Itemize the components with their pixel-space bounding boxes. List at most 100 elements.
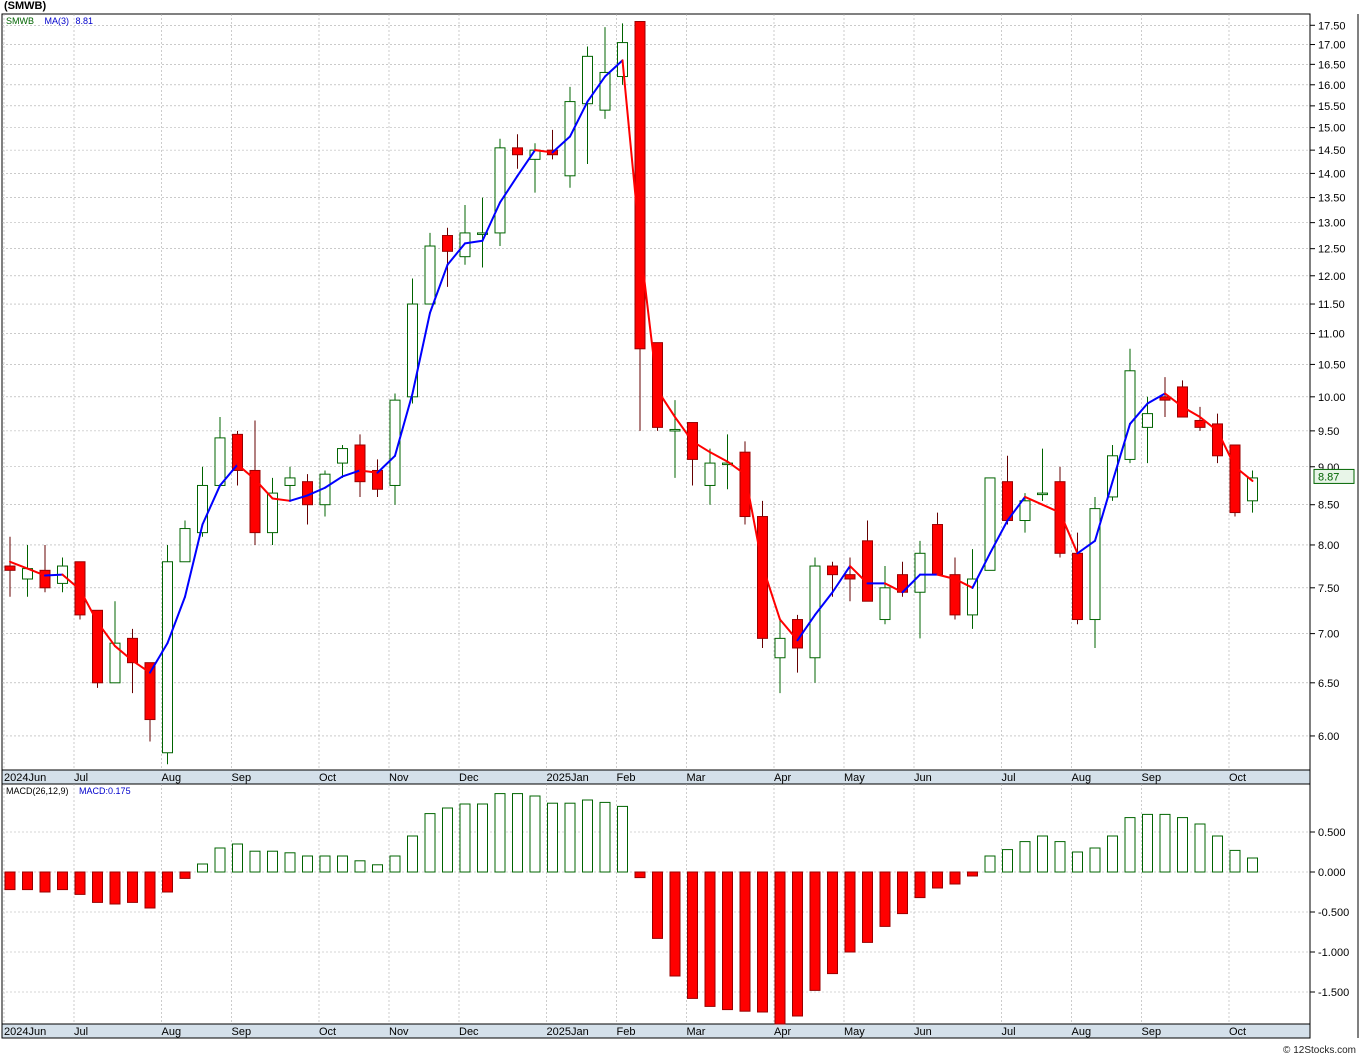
candle-body: [477, 232, 488, 235]
ma3-segment: [954, 578, 974, 589]
candle-body: [844, 574, 856, 580]
candle: [757, 500, 768, 648]
candle-body: [634, 21, 646, 350]
date-axis-label-bottom: 2025Jan: [547, 1026, 589, 1038]
candle-body: [372, 469, 383, 490]
candle-body: [949, 574, 961, 616]
date-axis-label-bottom: Dec: [459, 1026, 479, 1038]
ma3-segment: [201, 484, 221, 526]
legend-macd-label: MACD(26,12,9): [6, 786, 69, 796]
ma3-segment: [1146, 392, 1166, 405]
macd-bar-negative: [949, 871, 961, 885]
ma3-segment: [236, 463, 256, 481]
candle-body: [669, 428, 681, 432]
ma3-segment: [604, 59, 624, 78]
macd-bar-negative: [897, 871, 908, 915]
date-axis-label-bottom: Apr: [774, 1026, 791, 1038]
candle: [967, 549, 978, 629]
macd-bar-negative: [687, 871, 698, 999]
macd-bar-positive: [1159, 813, 1171, 873]
date-axis-label-top: May: [844, 772, 865, 784]
ma3-segment: [621, 59, 641, 245]
candle-body: [284, 477, 296, 486]
candle-body: [512, 147, 523, 156]
candle-body: [179, 528, 191, 563]
candle: [109, 601, 121, 684]
ma3-segment: [516, 149, 536, 177]
price-tick-label: 12.50: [1318, 244, 1346, 256]
price-tick-label: 6.00: [1318, 731, 1339, 743]
candle: [1247, 470, 1258, 513]
macd-bar-positive: [284, 852, 296, 873]
ma3-segment: [394, 392, 414, 457]
macd-bar-positive: [319, 855, 331, 873]
legend-ma-value: 8.81: [75, 16, 94, 26]
candle: [914, 540, 926, 639]
date-axis-label-bottom: 2024Jun: [4, 1026, 46, 1038]
macd-bar-positive: [1089, 847, 1101, 873]
ma3-segment: [114, 645, 134, 662]
candle-body: [424, 245, 436, 305]
macd-tick-label: -1.500: [1318, 987, 1349, 999]
candle-body: [879, 587, 891, 621]
macd-bar-positive: [512, 793, 523, 873]
date-axis-label-top: Jul: [74, 772, 88, 784]
price-tick-label: 10.00: [1318, 392, 1346, 404]
candle: [267, 477, 278, 545]
candle-body: [144, 662, 156, 721]
candle: [739, 441, 751, 525]
candle-body: [127, 637, 138, 664]
candle-body: [197, 484, 208, 534]
candle: [582, 46, 593, 165]
candle: [984, 477, 996, 571]
price-tick-label: 13.00: [1318, 218, 1346, 230]
date-axis-label-top: Oct: [319, 772, 336, 784]
date-axis-label-bottom: Sep: [1142, 1026, 1162, 1038]
ma3-segment: [446, 242, 466, 266]
candle: [284, 466, 296, 501]
candle: [1177, 380, 1188, 418]
ma3-segment: [429, 263, 449, 314]
price-tick-label: 16.50: [1318, 59, 1346, 71]
date-axis-label-bottom: Aug: [1072, 1026, 1092, 1038]
ma3-segment: [131, 659, 151, 674]
macd-bar-positive: [582, 799, 593, 873]
ma3-segment: [184, 523, 204, 598]
ma3-segment: [61, 573, 81, 591]
ma3-segment: [971, 552, 991, 589]
candle: [1107, 444, 1118, 501]
date-axis-label-top: Sep: [1142, 772, 1162, 784]
candle: [1019, 493, 1031, 533]
candle: [39, 544, 51, 593]
candle: [477, 197, 488, 268]
macd-bar-positive: [372, 864, 383, 873]
ma3-segment: [289, 494, 309, 502]
ma3-segment: [1059, 511, 1079, 555]
candle: [442, 227, 453, 287]
ma3-segment: [761, 565, 781, 621]
ma3-segment: [219, 463, 239, 487]
candle: [4, 536, 16, 597]
date-axis-label-top: 2025Jan: [547, 772, 589, 784]
candle: [844, 557, 856, 602]
ma3-layer: [9, 59, 1254, 674]
ma3-segment: [44, 573, 64, 577]
date-axis-label-bottom: Mar: [687, 1026, 706, 1038]
candle-body: [809, 565, 821, 659]
macd-bar-positive: [197, 863, 208, 873]
macd-bar-positive: [249, 850, 261, 873]
candle: [162, 544, 173, 765]
date-axis-label-bottom: Oct: [319, 1026, 336, 1038]
ma3-segment: [796, 613, 816, 642]
price-tick-label: 7.50: [1318, 583, 1339, 595]
price-tick-label: 15.00: [1318, 123, 1346, 135]
macd-bar-positive: [267, 850, 278, 873]
date-axis-label-top: Jul: [1002, 772, 1016, 784]
ma3-segment: [1111, 422, 1131, 483]
candle: [144, 662, 156, 742]
candle: [512, 134, 523, 169]
price-tick-label: 17.00: [1318, 40, 1346, 52]
macd-bar-positive: [1229, 849, 1241, 873]
candle-body: [1194, 419, 1206, 428]
date-axis-band-bottom: [1, 1023, 1311, 1039]
